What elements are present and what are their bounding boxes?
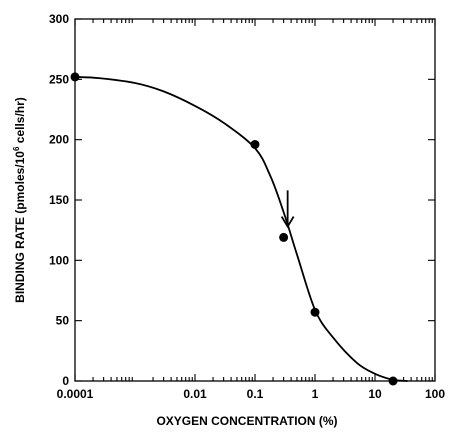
y-tick-label: 300 [49, 12, 69, 26]
x-ticks: 0.0001 0.01 0.1 1 10 100 [57, 19, 445, 401]
arrow-head [280, 216, 295, 229]
x-tick-label: 0.1 [247, 387, 264, 401]
axes [74, 18, 436, 382]
data-point [250, 139, 260, 149]
y-ticks: 0 50 100 150 200 250 300 [49, 12, 435, 388]
y-tick-label: 0 [62, 374, 69, 388]
x-axis-label: OXYGEN CONCENTRATION (%) [156, 414, 337, 428]
x-tick-label: 0.0001 [57, 387, 94, 401]
x-tick-label: 10 [368, 387, 382, 401]
x-tick-label: 1 [312, 387, 319, 401]
plot-frame [74, 18, 436, 382]
y-tick-label: 150 [49, 193, 69, 207]
annotation-arrow [280, 190, 295, 229]
data-point [70, 72, 80, 82]
y-tick-label: 200 [49, 133, 69, 147]
y-tick-label: 250 [49, 72, 69, 86]
data-point [388, 376, 398, 386]
y-tick-label: 100 [49, 253, 69, 267]
x-tick-label: 100 [425, 387, 445, 401]
y-axis-label: BINDING RATE (pmoles/106 cells/hr) [12, 97, 27, 303]
x-tick-label: 0.01 [183, 387, 207, 401]
fit-curve [74, 76, 408, 382]
data-point [279, 232, 289, 242]
y-tick-label: 50 [56, 314, 70, 328]
data-points [70, 72, 398, 386]
x-minor-ticks [92, 19, 433, 381]
data-point [310, 307, 320, 317]
